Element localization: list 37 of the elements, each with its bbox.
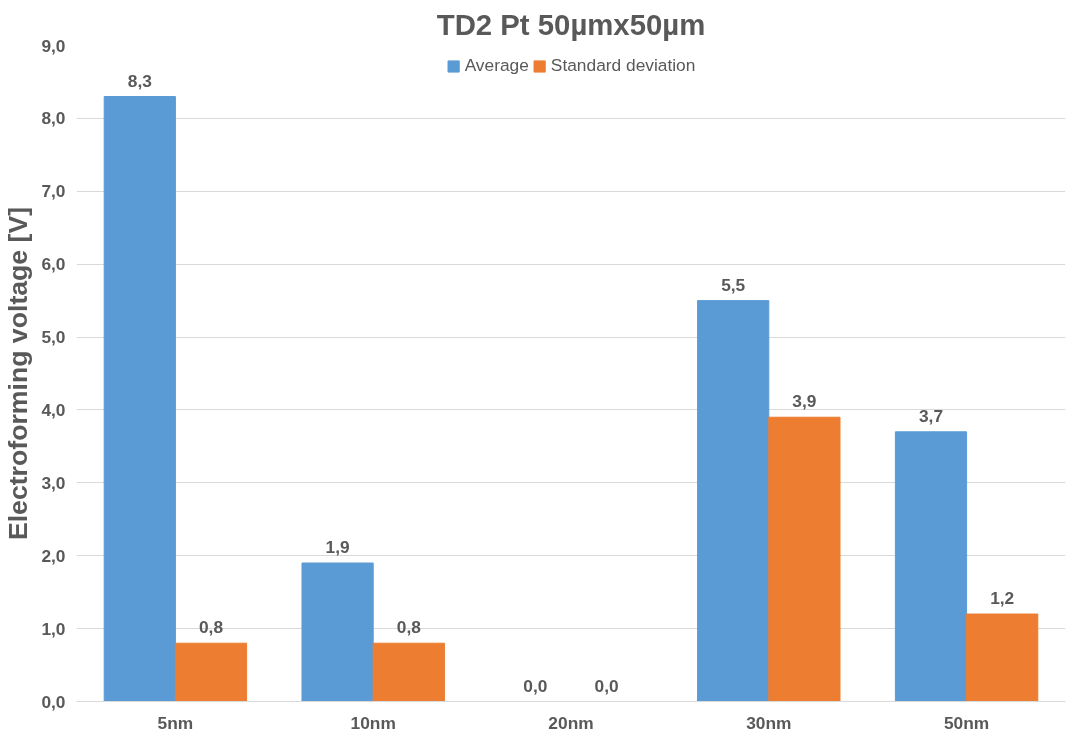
bar [103,96,176,702]
legend-label: Average [464,55,529,76]
y-tick-label: 7,0 [41,181,66,202]
y-tick-label: 5,0 [41,327,66,348]
bar [372,642,445,702]
y-axis-title: Electroforming voltage [V] [3,206,34,541]
y-tick-label: 3,0 [41,472,66,493]
bar [966,613,1039,702]
data-label: 0,0 [594,675,619,696]
data-label: 0,8 [396,617,422,638]
legend-label: Standard deviation [550,55,696,76]
data-label: 5,5 [721,274,746,295]
y-tick-label: 8,0 [41,108,66,129]
data-label: 8,3 [127,70,153,91]
y-tick-label: 0,0 [41,691,66,712]
data-label: 0,0 [523,675,548,696]
bar [894,431,968,702]
y-tick-label: 4,0 [41,399,66,420]
bar [301,562,374,702]
bar [697,300,770,702]
bar [174,642,248,702]
x-tick-label: 30nm [746,712,792,733]
x-tick-label: 5nm [157,712,194,733]
x-tick-label: 10nm [350,712,396,733]
chart-title: TD2 Pt 50µmx50µm [436,7,706,41]
y-tick-label: 6,0 [41,254,66,275]
data-label: 1,9 [325,537,350,558]
data-label: 3,9 [792,391,817,412]
x-tick-label: 20nm [548,712,594,733]
y-tick-label: 9,0 [41,35,66,56]
data-label: 1,2 [990,588,1015,609]
data-label: 0,8 [198,617,224,638]
data-label: 3,7 [918,405,944,426]
bar [768,416,841,702]
y-tick-label: 2,0 [41,545,66,566]
x-tick-label: 50nm [943,712,990,733]
y-tick-label: 1,0 [41,618,66,639]
